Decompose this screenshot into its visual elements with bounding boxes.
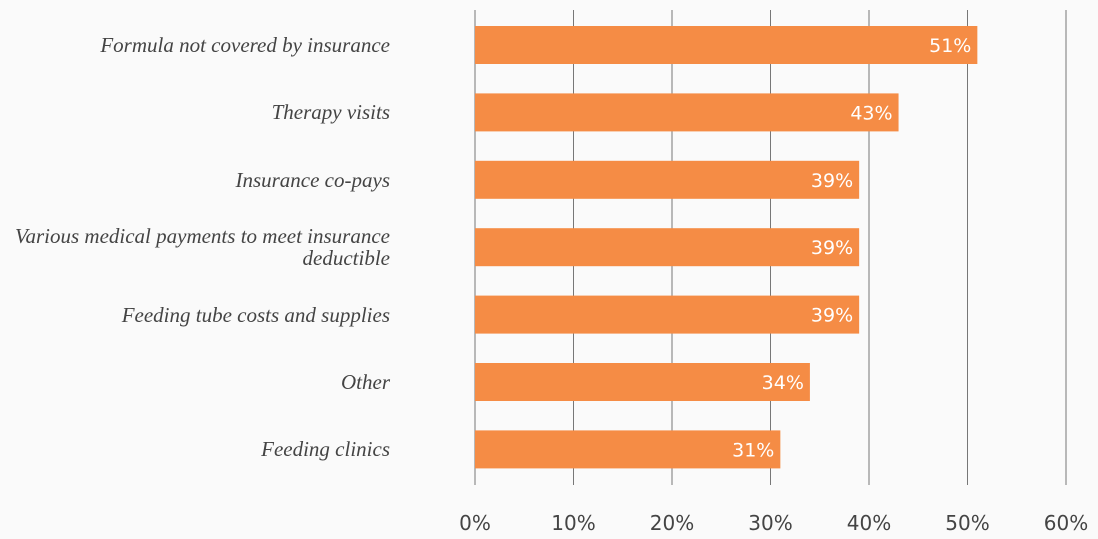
value-label: 39% <box>811 170 853 192</box>
x-tick-label: 30% <box>748 511 792 535</box>
category-label: Formula not covered by insurance <box>100 33 390 57</box>
bar <box>475 430 781 469</box>
bar <box>475 295 860 334</box>
x-tick-label: 10% <box>551 511 595 535</box>
category-label: Other <box>341 370 390 394</box>
bar <box>475 160 860 199</box>
value-label: 51% <box>929 35 971 57</box>
x-tick-label: 50% <box>945 511 989 535</box>
bar <box>475 26 978 64</box>
value-label: 43% <box>850 102 892 124</box>
category-label: Therapy visits <box>271 100 390 125</box>
x-tick-label: 20% <box>650 511 694 535</box>
x-tick-label: 60% <box>1044 511 1088 535</box>
value-label: 39% <box>811 305 853 327</box>
category-label: Insurance co-pays <box>235 167 390 192</box>
value-label: 34% <box>762 372 804 394</box>
category-label: Feeding tube costs and supplies <box>121 302 390 327</box>
bar <box>475 363 810 401</box>
category-label: Feeding clinics <box>261 437 390 462</box>
x-tick-label: 40% <box>847 511 891 535</box>
category-label: Various medical payments to meet insuran… <box>14 224 390 271</box>
value-label: 39% <box>811 237 853 259</box>
bar <box>475 228 860 267</box>
value-label: 31% <box>732 439 774 461</box>
bar <box>475 93 899 132</box>
x-tick-label: 0% <box>459 511 491 535</box>
